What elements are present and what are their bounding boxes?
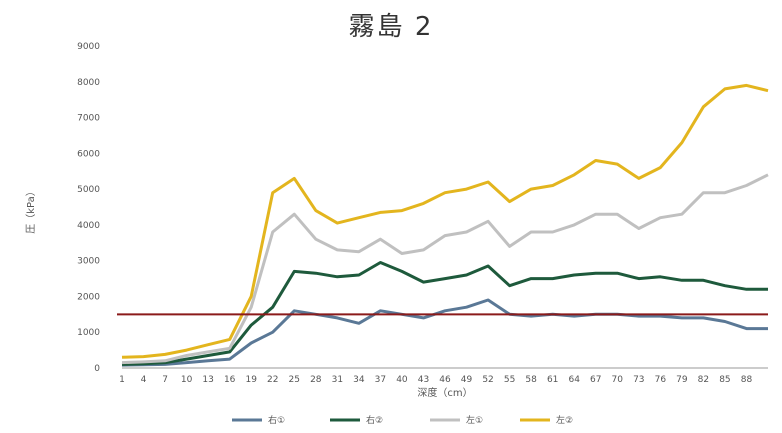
x-tick-label: 79 — [676, 375, 688, 385]
x-tick-label: 55 — [504, 375, 515, 385]
series-line — [121, 173, 769, 365]
x-tick-label: 67 — [590, 375, 601, 385]
x-tick-label: 85 — [719, 375, 730, 385]
legend: 右① 右② 左① 左② — [232, 414, 573, 426]
x-tick-label: 64 — [568, 375, 580, 385]
x-tick-label: 1 — [119, 375, 125, 385]
x-tick-label: 16 — [224, 375, 236, 385]
x-tick-label: 43 — [418, 375, 429, 385]
x-tick-label: 40 — [396, 375, 408, 385]
x-tick-label: 7 — [162, 375, 168, 385]
x-tick-label: 88 — [741, 375, 753, 385]
x-tick-label: 22 — [267, 375, 278, 385]
x-tick-label: 31 — [332, 375, 343, 385]
x-tick-label: 4 — [141, 375, 147, 385]
x-tick-label: 46 — [439, 375, 451, 385]
x-tick-label: 13 — [202, 375, 213, 385]
y-tick-label: 7000 — [77, 114, 100, 124]
y-tick-label: 4000 — [77, 221, 100, 231]
series-lines — [121, 83, 769, 367]
y-tick-label: 5000 — [77, 185, 100, 195]
chart-title: 霧島 2 — [348, 12, 434, 42]
x-tick-label: 61 — [547, 375, 558, 385]
x-tick-label: 28 — [310, 375, 322, 385]
x-tick-label: 73 — [633, 375, 644, 385]
series-line — [121, 298, 768, 367]
x-tick-label: 58 — [525, 375, 537, 385]
x-tick-label: 70 — [612, 375, 624, 385]
y-axis-label: 圧（kPa） — [25, 186, 37, 234]
legend-label: 右② — [366, 414, 383, 426]
x-tick-label: 19 — [245, 375, 257, 385]
y-tick-label: 8000 — [77, 78, 100, 88]
legend-label: 左① — [466, 414, 483, 426]
y-tick-label: 6000 — [77, 149, 100, 159]
y-tick-label: 0 — [94, 364, 100, 374]
legend-label: 左② — [556, 414, 573, 426]
series-line — [121, 83, 769, 359]
series-line — [121, 261, 768, 366]
x-tick-label: 76 — [655, 375, 667, 385]
x-tick-label: 25 — [289, 375, 300, 385]
x-tick-label: 37 — [375, 375, 386, 385]
y-tick-label: 9000 — [77, 42, 100, 52]
x-axis-label: 深度（cm） — [417, 386, 472, 399]
y-tick-label: 1000 — [77, 328, 100, 338]
y-tick-label: 2000 — [77, 292, 100, 302]
x-tick-label: 82 — [698, 375, 709, 385]
y-tick-label: 3000 — [77, 257, 100, 267]
x-tick-label: 49 — [461, 375, 473, 385]
y-axis-ticks: 0 1000 2000 3000 4000 5000 6000 7000 8000 9000 — [77, 42, 100, 374]
x-axis-ticks: 1 4 7 10 13 16 19 22 25 28 31 34 37 40 43 46 49 52 55 58 61 6… — [119, 375, 752, 385]
x-tick-label: 10 — [181, 375, 193, 385]
x-tick-label: 52 — [482, 375, 493, 385]
x-tick-label: 34 — [353, 375, 365, 385]
legend-label: 右① — [268, 414, 285, 426]
